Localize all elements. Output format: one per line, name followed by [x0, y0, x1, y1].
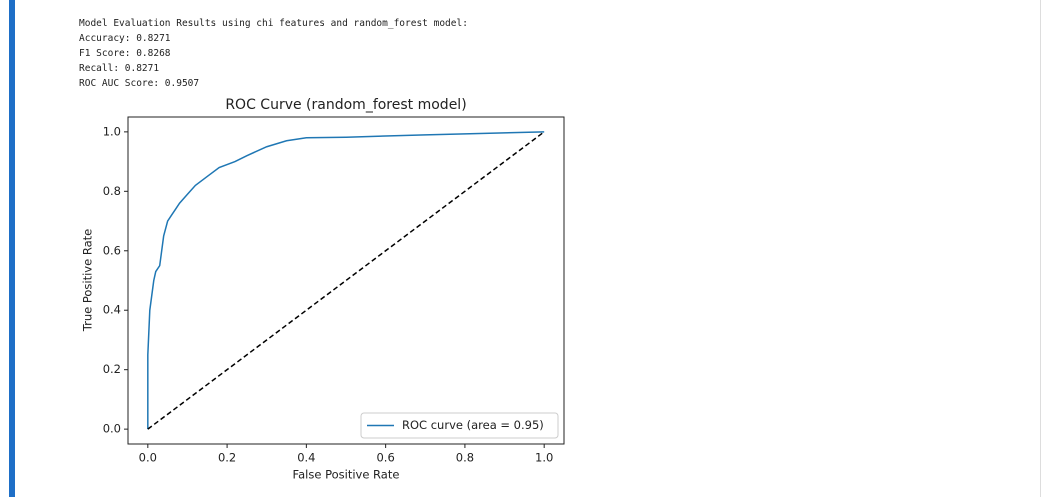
x-tick-label: 0.6	[376, 451, 394, 465]
output-line: Recall: 0.8271	[79, 63, 160, 74]
x-tick-label: 0.4	[297, 451, 315, 465]
x-tick-label: 0.8	[456, 451, 474, 465]
x-tick-label: 0.2	[218, 451, 236, 465]
y-tick-label: 0.0	[103, 422, 121, 436]
legend	[360, 412, 559, 439]
series-line	[147, 131, 545, 430]
y-axis-label: True Positive Rate	[81, 229, 95, 332]
legend-label: ROC curve (area = 0.95)	[402, 418, 544, 432]
output-line: Accuracy: 0.8271	[79, 33, 171, 44]
y-tick-label: 0.4	[103, 303, 121, 317]
x-axis-label: False Positive Rate	[293, 468, 400, 482]
output-line: ROC AUC Score: 0.9507	[79, 78, 200, 89]
cell-border	[1040, 0, 1041, 497]
y-tick-label: 0.6	[103, 243, 121, 257]
x-tick-label: 0.0	[139, 451, 157, 465]
x-tick-label: 1.0	[535, 451, 553, 465]
chart-title: ROC Curve (random_forest model)	[225, 97, 466, 113]
output-line: F1 Score: 0.8268	[79, 48, 171, 59]
text-output: Model Evaluation Results using chi featu…	[79, 16, 468, 91]
cell-indicator	[9, 0, 15, 497]
series-line	[147, 131, 545, 430]
y-tick-label: 0.8	[103, 184, 121, 198]
output-line: Model Evaluation Results using chi featu…	[79, 18, 468, 29]
y-tick-label: 0.2	[103, 362, 121, 376]
y-tick-label: 1.0	[103, 124, 121, 138]
axes-frame	[127, 116, 565, 445]
